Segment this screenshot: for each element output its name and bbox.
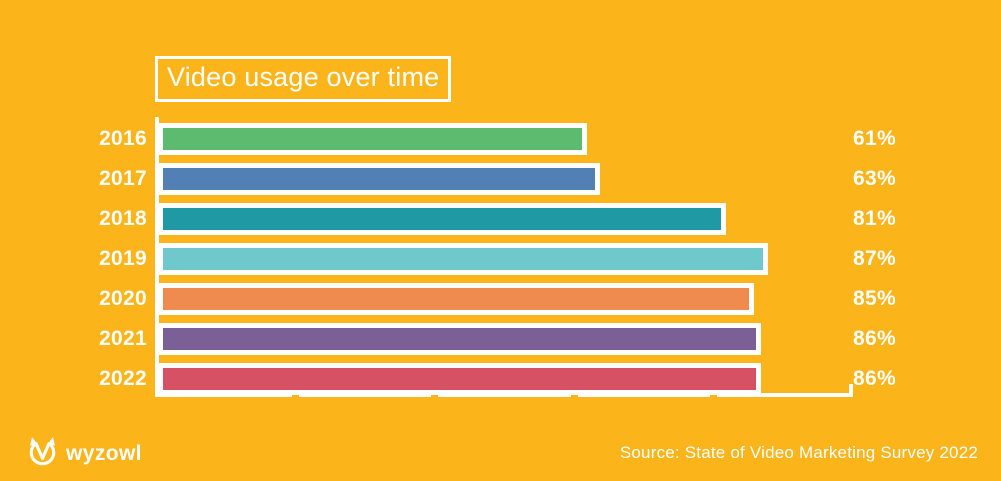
bar-2016 <box>158 123 587 155</box>
x-axis-segment <box>577 393 710 397</box>
chart-title: Video usage over time <box>167 62 440 92</box>
value-label: 63% <box>853 167 896 190</box>
bar-2017 <box>158 163 601 195</box>
wyzowl-circle-check-icon <box>24 434 61 473</box>
bar-2018 <box>158 203 726 235</box>
bar-2020 <box>158 283 754 315</box>
bar-fill-2019 <box>163 248 763 270</box>
bar-fill-2018 <box>163 208 721 230</box>
bar-fill-2017 <box>163 168 596 190</box>
x-axis-segment <box>157 393 293 397</box>
x-axis-segment <box>299 393 432 397</box>
bar-2019 <box>158 243 768 275</box>
wyzowl-logo: wyzowl <box>24 434 142 473</box>
y-axis-line <box>155 117 159 397</box>
x-axis-end-tick <box>849 384 853 397</box>
bar-fill-2021 <box>163 328 756 350</box>
bar-fill-2016 <box>163 128 582 150</box>
bar-fill-2022 <box>163 368 756 390</box>
value-label: 86% <box>853 367 896 390</box>
year-label: 2018 <box>99 207 147 230</box>
value-label: 81% <box>853 207 896 230</box>
year-label: 2019 <box>99 247 147 270</box>
bar-2022 <box>158 363 761 395</box>
wyzowl-logo-text: wyzowl <box>66 441 142 465</box>
value-label: 85% <box>853 287 896 310</box>
value-label: 86% <box>853 327 896 350</box>
year-label: 2021 <box>99 327 147 350</box>
value-label: 61% <box>853 127 896 150</box>
x-axis-segment <box>716 393 853 397</box>
year-label: 2017 <box>99 167 147 190</box>
bar-2021 <box>158 323 761 355</box>
source-attribution: Source: State of Video Marketing Survey … <box>619 443 978 462</box>
value-label: 87% <box>853 247 896 270</box>
x-axis-segment <box>438 393 571 397</box>
bar-fill-2020 <box>163 288 749 310</box>
year-label: 2016 <box>99 127 147 150</box>
year-label: 2020 <box>99 287 147 310</box>
year-label: 2022 <box>99 367 147 390</box>
chart-title-box: Video usage over time <box>155 56 452 102</box>
